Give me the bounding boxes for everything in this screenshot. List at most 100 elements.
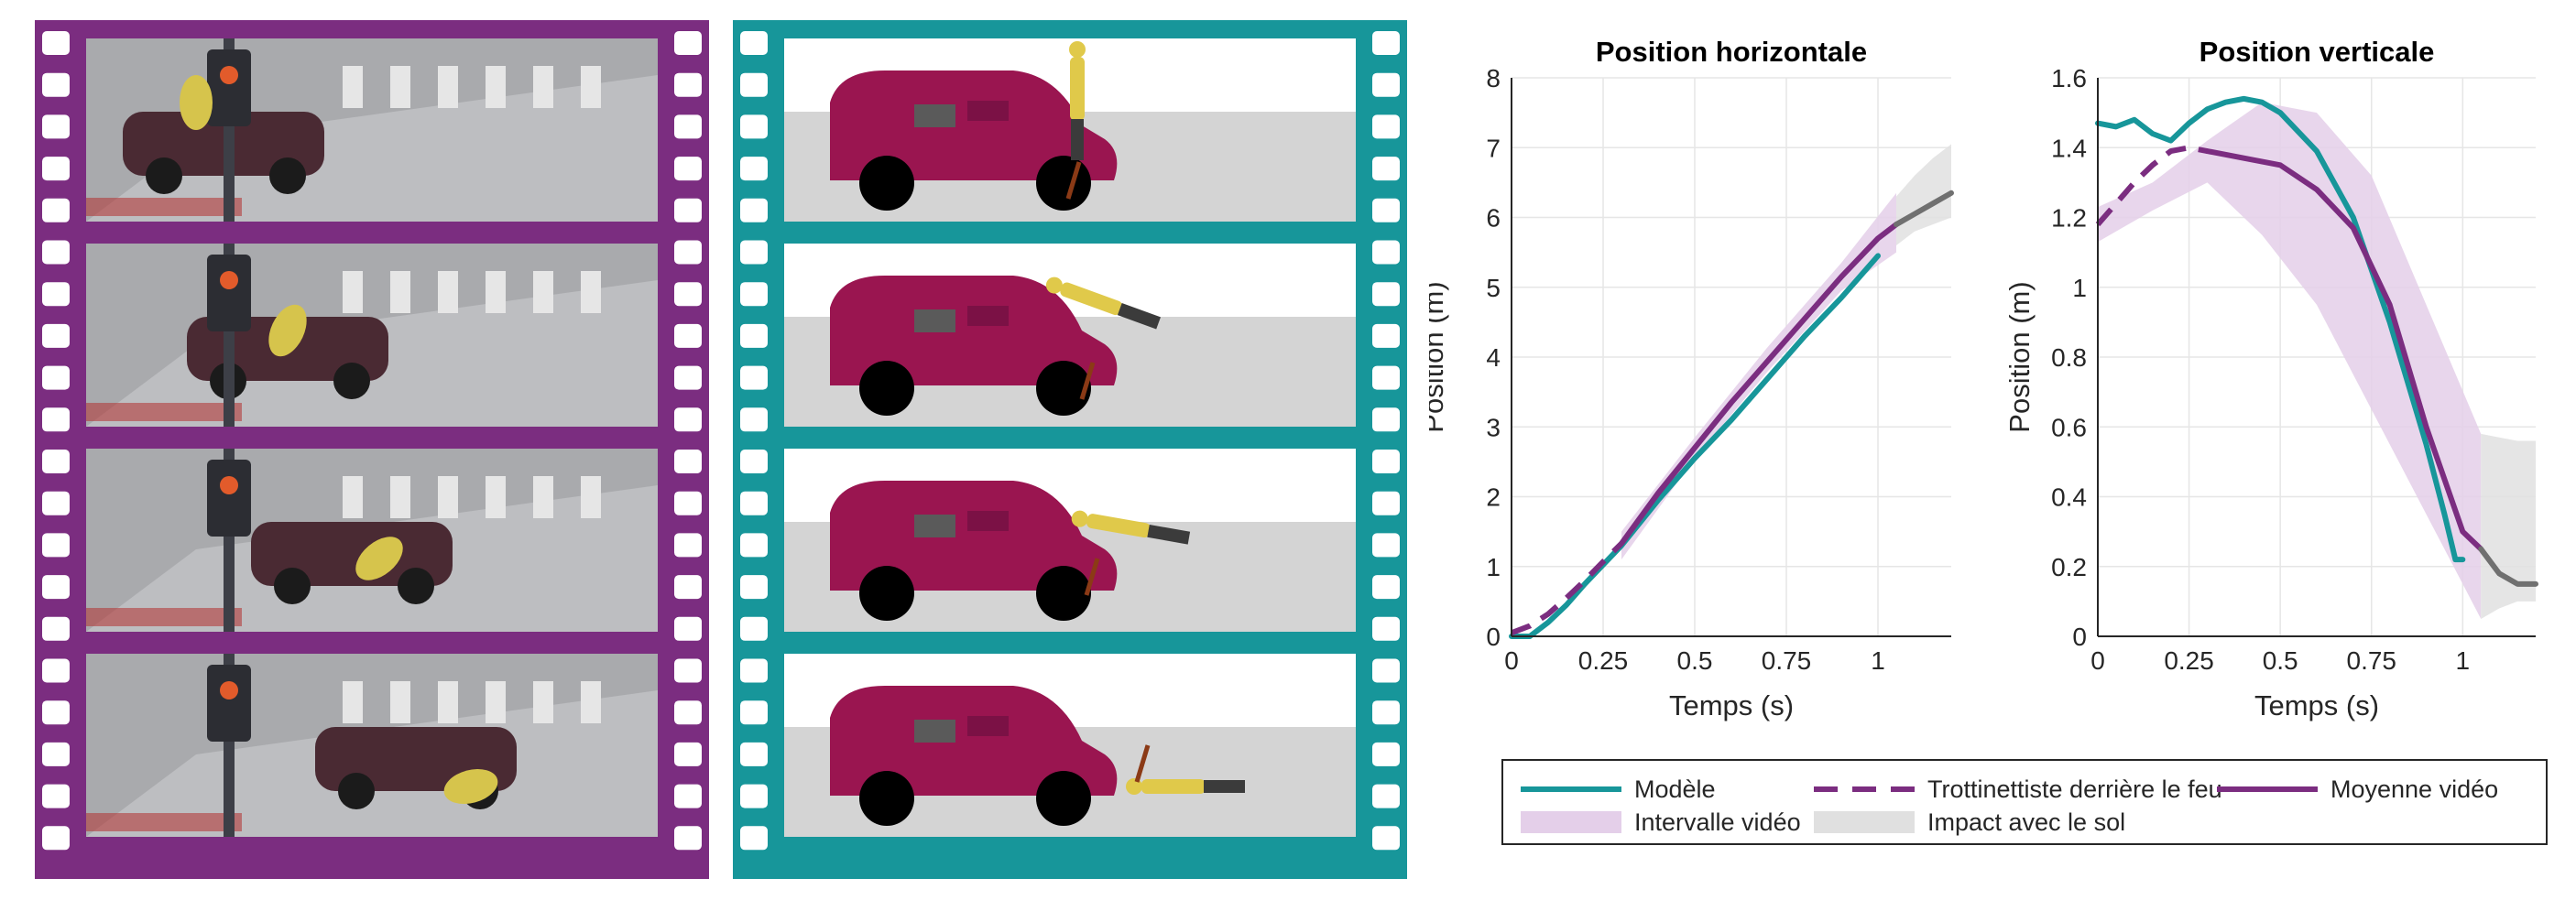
sprocket-hole [740,407,768,432]
car-wheel [859,156,914,211]
pedestrian-legs [1147,524,1191,545]
pedestrian-body [1070,57,1085,121]
car-wheel [1036,771,1091,826]
sprocket-hole [740,826,768,851]
model-frame [784,244,1356,427]
sprocket-hole [740,616,768,641]
legend: Modèle Trottinettiste derrière le feu Moye… [1501,759,2548,845]
sprocket-hole [42,31,70,55]
car [251,522,453,586]
sprocket-hole [674,323,702,348]
moyenne-video-line [2204,148,2484,552]
sprocket-hole [1372,742,1400,766]
y-tick-label: 2 [1486,483,1501,512]
crosswalk-stripe [343,66,363,108]
car-body [830,481,1118,591]
scooter [1065,161,1082,200]
x-tick-label: 0.5 [1677,646,1713,675]
sprocket-hole [740,784,768,808]
sprocket-hole [740,114,768,139]
crosswalk-stripe [581,476,601,518]
bike-lane [86,403,242,421]
crosswalk-stripe [533,681,553,723]
car-window [967,716,1009,736]
legend-entry: Intervalle vidéo [1521,808,1801,836]
pedestrian-head [1126,778,1142,795]
crosswalk-stripe [581,271,601,313]
sprocket-hole [42,700,70,725]
crosswalk-stripe [390,271,410,313]
car-window [967,511,1009,531]
chart-title: Position horizontale [1596,36,1867,68]
x-tick-label: 0.25 [2164,646,2214,675]
sprocket-hole [1372,31,1400,55]
y-tick-label: 5 [1486,274,1501,302]
chart-panel: 0 0.25 0.5 0.75 1 0 0.2 0.4 0.6 0.8 1 1.2 1.4 1.6 Posi… [2003,36,2538,721]
car-wheel [1036,566,1091,621]
legend-label: Moyenne vidéo [2330,775,2498,803]
car-body [830,686,1118,796]
y-axis-label: Position (m) [2003,281,2036,432]
sprocket-hole [42,658,70,683]
sprocket-hole [740,742,768,766]
y-tick-label: 1.2 [2051,204,2087,233]
crosswalk-stripe [438,66,458,108]
charts-panel: 0 0.25 0.5 0.75 1 0 1 2 3 4 5 6 7 8 Position horizonta… [1429,0,2576,911]
sprocket-hole [740,31,768,55]
pedestrian [268,304,307,357]
sprocket-hole [42,784,70,808]
sprocket-hole [42,198,70,222]
bike-lane [86,813,242,831]
sprocket-hole [1372,72,1400,97]
x-tick-label: 1 [2456,646,2471,675]
legend-label: Modèle [1634,775,1716,803]
legend-entry: Moyenne vidéo [2217,775,2498,803]
sprocket-hole [674,407,702,432]
y-tick-label: 0.4 [2051,483,2087,512]
sprocket-hole [674,72,702,97]
pedestrian-body [1060,282,1123,316]
legend-entry: Impact avec le sol [1814,808,2125,836]
y-tick-label: 7 [1486,134,1501,162]
sprocket-hole [740,700,768,725]
traffic-light-lamp [220,66,238,84]
impact-sol-line [1894,190,1954,228]
car-wheel [859,566,914,621]
sprocket-hole [42,157,70,181]
bike-lane [86,608,242,626]
model-frame [784,38,1356,222]
crosswalk-stripe [438,681,458,723]
crosswalk-stripe [533,271,553,313]
crosswalk-stripe [390,681,410,723]
video-frame [86,244,658,427]
sprocket-hole [42,240,70,265]
car-wheel [1036,156,1091,211]
y-tick-label: 0 [2072,623,2087,651]
sprocket-hole [1372,533,1400,558]
sprocket-hole [1372,784,1400,808]
sprocket-hole [42,407,70,432]
pedestrian-legs [1071,119,1084,160]
car-wheel [333,363,370,399]
model-frame [784,654,1356,837]
video-filmstrip [35,20,709,879]
chart-panel: 0 0.25 0.5 0.75 1 0 1 2 3 4 5 6 7 8 Position horizonta… [1429,36,1954,721]
intervalle-video-band [1621,192,1896,560]
trottinettiste-line [2095,145,2209,227]
pedestrian-head [1045,277,1063,294]
car-wheel [274,568,311,604]
y-tick-label: 8 [1486,64,1501,92]
sprocket-hole [42,450,70,473]
sprocket-hole [674,533,702,558]
sprocket-hole [674,450,702,473]
sprocket-hole [42,365,70,390]
traffic-light-lamp [220,681,238,700]
y-tick-label: 0.8 [2051,343,2087,372]
traffic-light-lamp [220,476,238,494]
sprocket-hole [740,658,768,683]
sprocket-hole [674,491,702,515]
x-tick-label: 0.5 [2263,646,2298,675]
crosswalk-stripe [486,476,506,518]
car-wheel [859,361,914,416]
model-filmstrip [733,20,1407,879]
